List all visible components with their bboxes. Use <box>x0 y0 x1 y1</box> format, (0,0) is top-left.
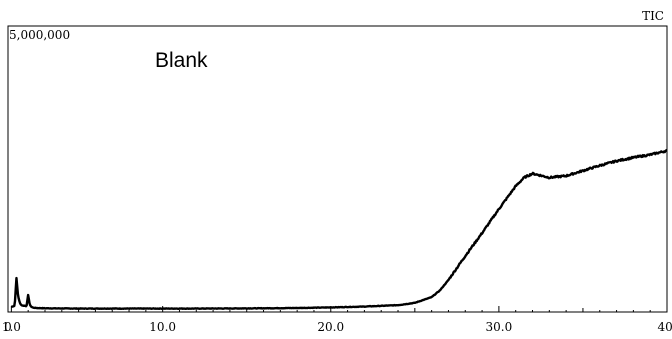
trace-label: TIC <box>642 9 664 23</box>
y-max-label: 5,000,000 <box>9 28 70 42</box>
x-tick-label: 30.0 <box>486 320 513 334</box>
x-tick-label: 0 <box>4 320 12 334</box>
tic-trace-line <box>10 148 668 310</box>
x-tick-label: 20.0 <box>317 320 344 334</box>
x-tick-label: 40. <box>657 320 672 334</box>
x-axis-ticks <box>10 306 668 312</box>
x-tick-label: 1.0 <box>2 320 21 334</box>
sample-annotation: Blank <box>155 49 208 72</box>
x-axis-tick-labels: 01.0 10.0 20.0 30.0 40. <box>2 320 672 334</box>
x-tick-label: 10.0 <box>149 320 176 334</box>
plot-frame <box>7 25 668 313</box>
